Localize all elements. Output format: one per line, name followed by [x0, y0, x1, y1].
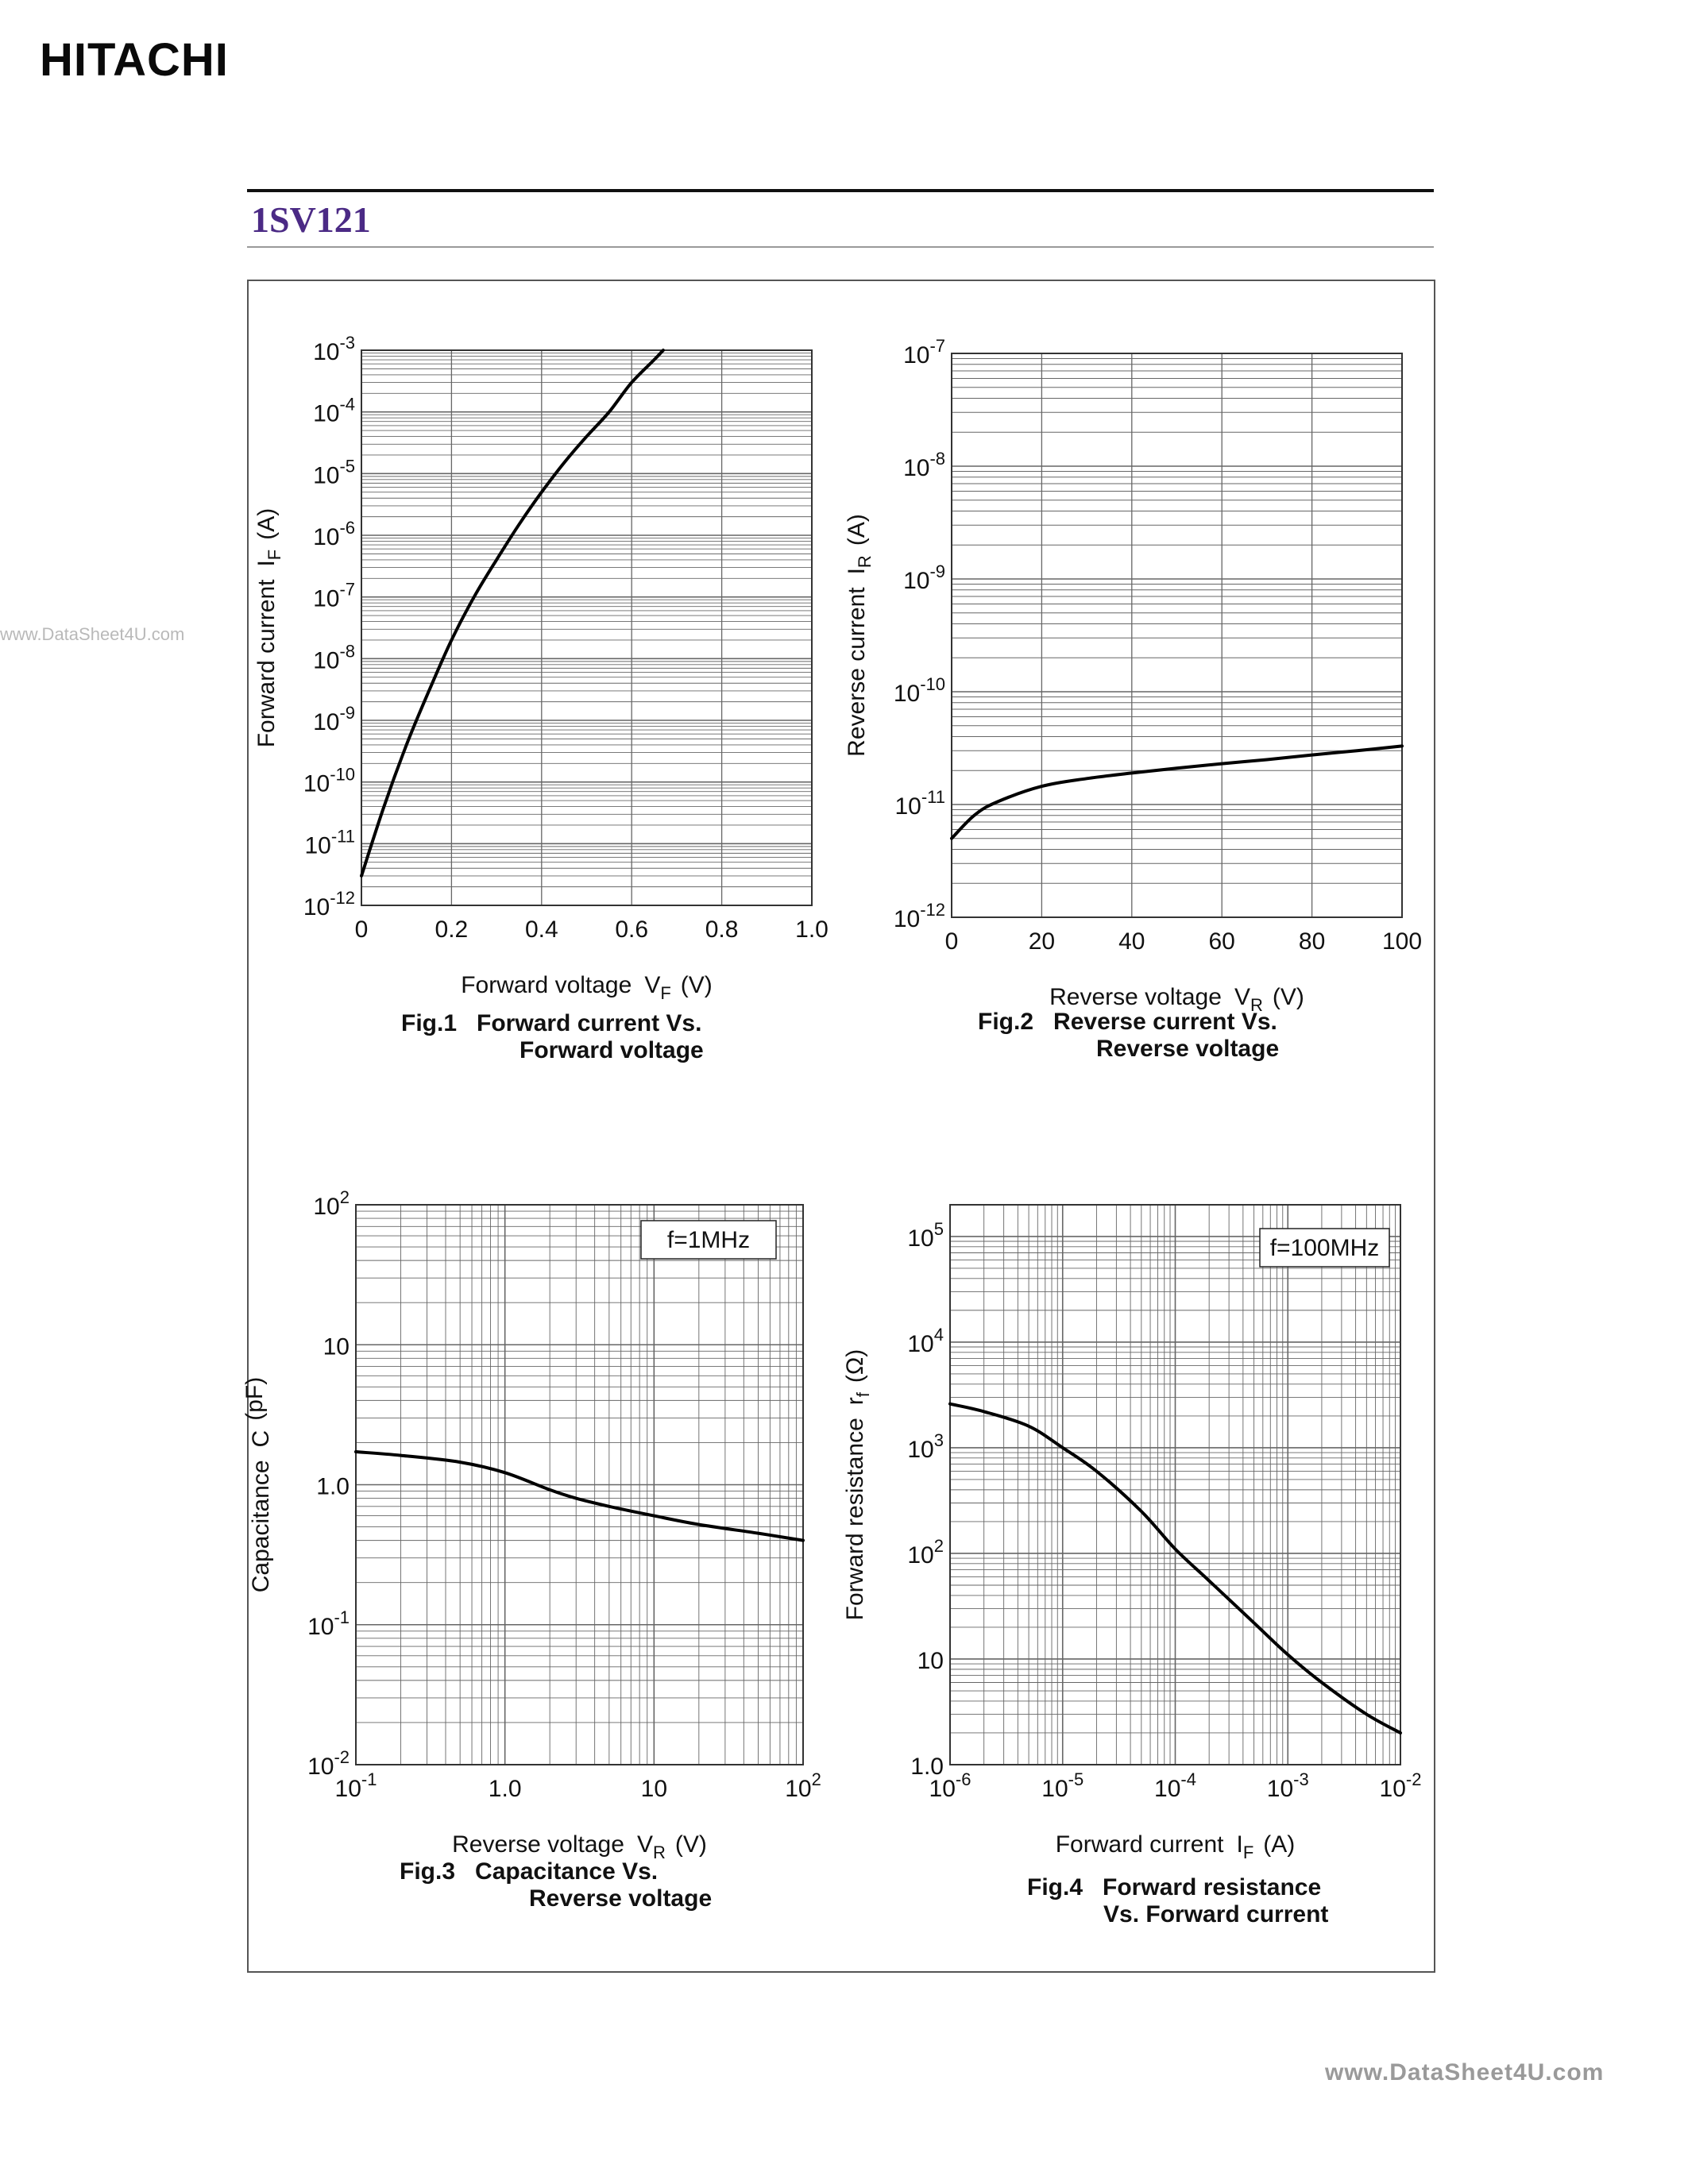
fig2-ytick-label: 10-10: [894, 674, 945, 707]
fig1-ytick-label: 10-9: [313, 703, 355, 735]
fig1-caption-line2: Forward voltage: [520, 1037, 704, 1063]
fig1-xtick-label: 0: [355, 916, 369, 943]
fig2-caption-line2: Reverse voltage: [1096, 1036, 1280, 1062]
fig4-xtick-label: 10-4: [1154, 1769, 1196, 1802]
fig3-caption-line2: Reverse voltage: [529, 1885, 713, 1912]
fig1-xtick-label: 0.2: [435, 916, 469, 943]
fig2-plot-area: [952, 353, 1402, 917]
fig2-ytick-label: 10-7: [903, 336, 945, 369]
fig1-y-axis-title: Forward currentIF(A): [253, 508, 284, 748]
fig3-caption-number: Fig.3: [400, 1858, 456, 1885]
fig4-caption-line2: Vs. Forward current: [1103, 1901, 1329, 1927]
fig2-xtick-label: 80: [1299, 928, 1325, 955]
fig1-caption: Fig.1 Forward current Vs. Forward voltag…: [401, 1010, 704, 1064]
watermark-right: www.DataSheet4U.com: [1325, 2059, 1605, 2086]
header-rule-bottom: [247, 246, 1434, 248]
part-number-title: 1SV121: [251, 199, 371, 240]
fig3-ytick-label: 102: [313, 1187, 350, 1220]
fig2-xtick-label: 40: [1118, 928, 1145, 955]
fig1-ytick-label: 10-11: [304, 826, 355, 859]
fig3-xtick-label: 102: [785, 1769, 821, 1802]
fig1-x-axis-title: Forward voltage VF (V): [461, 972, 713, 1003]
fig3-ytick-label: 10-2: [307, 1747, 350, 1780]
fig2-ytick-label: 10-12: [894, 900, 945, 932]
fig1-ytick-label: 10-10: [303, 765, 355, 797]
fig2-x-axis-title: Reverse voltage VR (V): [1049, 984, 1304, 1015]
fig4-caption: Fig.4 Forward resistance Vs. Forward cur…: [1027, 1874, 1328, 1928]
fig1-plot-frame: [361, 349, 813, 906]
fig3-ytick-label: 1.0: [316, 1474, 350, 1500]
fig2-xtick-label: 20: [1029, 928, 1055, 955]
fig1-xtick-label: 0.8: [705, 916, 739, 943]
fig3-ytick-label: 10: [323, 1333, 350, 1360]
fig2-ytick-label: 10-9: [903, 561, 945, 594]
fig1-ytick-label: 10-8: [313, 641, 355, 673]
fig1-caption-line1: Forward current Vs.: [477, 1010, 702, 1036]
fig4-ytick-label: 103: [907, 1430, 944, 1463]
fig2-ytick-label: 10-11: [894, 787, 945, 820]
fig4-ytick-label: 1.0: [910, 1754, 944, 1780]
fig2-ytick-label: 10-8: [903, 449, 945, 481]
fig4-plot-frame: [949, 1204, 1401, 1765]
fig4-xtick-label: 10-2: [1380, 1769, 1422, 1802]
brand-logo: HITACHI: [40, 34, 229, 86]
fig4-y-axis-title: Forward resistancerf(Ω): [842, 1349, 873, 1621]
fig1-caption-number: Fig.1: [401, 1010, 458, 1036]
fig1-ytick-label: 10-12: [303, 888, 355, 920]
fig4-ytick-label: 10: [917, 1648, 944, 1674]
fig4-chart: 1.0 10 102 103 104 105 10-6 10-5 10-4 10-3 10-2 For…: [842, 1204, 1422, 1862]
fig2-caption-number: Fig.2: [978, 1009, 1034, 1035]
fig2-chart: 10-12 10-11 10-10 10-9 10-8 10-7 0 20 40 60 80 100 R…: [844, 336, 1422, 1015]
watermark-left: www.DataSheet4U.com: [0, 624, 185, 644]
fig1-xtick-label: 0.4: [525, 916, 558, 943]
figure-frame: [247, 280, 1435, 1973]
fig4-caption-number: Fig.4: [1027, 1874, 1083, 1900]
fig1-chart: 10-12 10-11 10-10 10-9 10-8 10-7 10-6 10-5 10-4 1…: [253, 333, 829, 1003]
fig3-y-axis-title: CapacitanceC(pF): [241, 1377, 274, 1592]
fig3-caption: Fig.3 Capacitance Vs. Reverse voltage: [400, 1858, 712, 1912]
fig3-x-axis-title: Reverse voltage VR (V): [452, 1831, 707, 1862]
header-rule-top: [247, 189, 1434, 192]
fig4-xtick-label: 10-3: [1267, 1769, 1309, 1802]
fig2-plot-frame: [951, 353, 1403, 918]
fig4-ytick-label: 102: [907, 1536, 944, 1569]
fig3-xtick-label: 10: [641, 1776, 667, 1802]
fig2-xtick-label: 60: [1209, 928, 1235, 955]
fig2-xtick-label: 100: [1382, 928, 1422, 955]
fig4-annotation-box: [1259, 1228, 1390, 1268]
fig4-x-axis-title: Forward current IF (A): [1056, 1831, 1296, 1862]
fig2-y-axis-title: Reverse currentIR(A): [844, 514, 875, 757]
fig2-series-IR-line: [950, 744, 1404, 840]
fig3-xtick-label: 1.0: [489, 1776, 522, 1802]
fig4-ytick-label: 104: [907, 1325, 944, 1357]
fig2-caption-line1: Reverse current Vs.: [1053, 1009, 1277, 1035]
fig3-plot-frame: [355, 1204, 804, 1765]
fig4-annotation: f=100MHz: [1270, 1235, 1380, 1261]
fig3-xtick-label: 10-1: [335, 1769, 377, 1802]
fig3-annotation: f=1MHz: [667, 1227, 750, 1253]
fig1-xtick-label: 1.0: [795, 916, 829, 943]
fig1-ytick-label: 10-4: [313, 395, 355, 427]
fig2-xtick-label: 0: [945, 928, 959, 955]
fig3-ytick-label: 10-1: [307, 1607, 350, 1640]
fig2-caption: Fig.2 Reverse current Vs. Reverse voltag…: [978, 1009, 1279, 1063]
fig4-xtick-label: 10-6: [929, 1769, 971, 1802]
fig3-caption-line1: Capacitance Vs.: [475, 1858, 659, 1885]
fig1-ytick-label: 10-6: [313, 518, 355, 550]
fig1-plot-area: [361, 350, 812, 905]
fig4-caption-line1: Forward resistance: [1103, 1874, 1322, 1900]
fig1-ytick-label: 10-7: [313, 580, 355, 612]
fig3-annotation-box: [640, 1220, 777, 1260]
fig1-xtick-label: 0.6: [615, 916, 648, 943]
fig1-ytick-label: 10-3: [313, 333, 355, 365]
fig4-xtick-label: 10-5: [1041, 1769, 1083, 1802]
fig4-ytick-label: 105: [907, 1219, 944, 1252]
fig1-ytick-label: 10-5: [313, 456, 355, 488]
